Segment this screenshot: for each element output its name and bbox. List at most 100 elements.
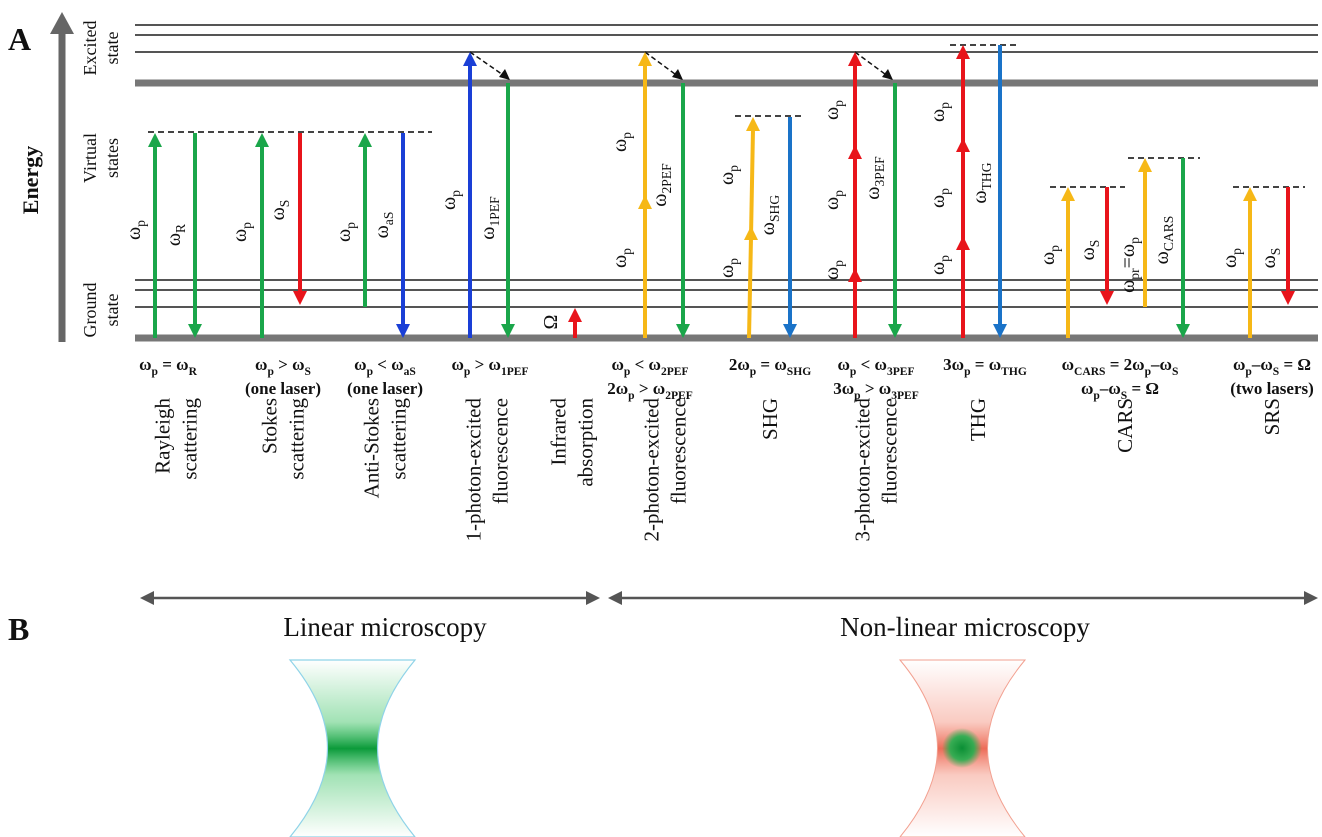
- subscript: pr: [1127, 268, 1142, 280]
- condition: ωp–ωS = Ω: [1233, 355, 1311, 378]
- subscript: 2PEF: [661, 365, 689, 378]
- subscript: p: [831, 190, 846, 197]
- formula-part: ω: [163, 233, 185, 246]
- formula-part: ω: [649, 194, 671, 207]
- arrow-label: ωS: [267, 200, 292, 221]
- arrowhead: [1281, 291, 1295, 305]
- arrow-label: ωp: [229, 222, 254, 242]
- formula-part: ω: [1081, 379, 1093, 398]
- arrow-label: ωp: [1037, 245, 1062, 265]
- subscript: p: [1047, 245, 1062, 252]
- subscript: CARS: [1074, 365, 1105, 378]
- condition: ωp = ωR: [139, 355, 197, 378]
- arrow-label: ωp: [716, 258, 741, 278]
- formula-part: > ω: [274, 355, 305, 374]
- arrow-label: ωaS: [371, 212, 396, 239]
- formula-part: < ω: [373, 355, 404, 374]
- subscript: p: [1127, 237, 1142, 244]
- formula-part: (two lasers): [1230, 379, 1314, 398]
- formula-part: ω: [821, 267, 843, 280]
- level-label: Excited: [80, 21, 100, 76]
- subscript: S: [305, 365, 311, 378]
- figure: ABEnergyExcitedstateVirtualstatesGrounds…: [0, 0, 1322, 837]
- arrow-label: ωp: [609, 248, 634, 268]
- subscript: THG: [1001, 365, 1027, 378]
- subscript: p: [343, 222, 358, 229]
- arrowhead: [746, 117, 760, 131]
- process-name: Anti-Stokes: [360, 398, 384, 498]
- level-label: Ground: [80, 283, 100, 338]
- formula-part: ω: [609, 139, 631, 152]
- formula-part: 3ω: [943, 355, 964, 374]
- formula-part: ω: [821, 107, 843, 120]
- subscript: p: [937, 188, 952, 195]
- process-name: Stokes: [258, 398, 282, 454]
- arrow-label: ωp: [927, 255, 952, 275]
- process-name: absorption: [574, 398, 598, 487]
- arrow-label: ωR: [163, 223, 188, 246]
- condition: (two lasers): [1230, 379, 1314, 398]
- subscript: p: [239, 222, 254, 229]
- arrow-label: ωp: [123, 220, 148, 240]
- subscript: p: [1229, 248, 1244, 255]
- subscript: p: [726, 165, 741, 172]
- subscript: S: [1087, 240, 1102, 248]
- level-label: state: [102, 32, 122, 65]
- formula-part: ω: [927, 195, 949, 208]
- process-name: THG: [966, 398, 990, 441]
- subscript: p: [619, 132, 634, 139]
- regime-head: [608, 591, 622, 605]
- formula-part: = ω: [971, 355, 1002, 374]
- subscript: 3PEF: [872, 156, 887, 187]
- arrow-label: ωTHG: [969, 162, 994, 203]
- condition: ωp < ω2PEF: [611, 355, 688, 378]
- regime-label: Non-linear microscopy: [840, 612, 1090, 642]
- arrowhead: [1243, 187, 1257, 201]
- arrow-label: ωp: [609, 132, 634, 152]
- arrowhead: [568, 308, 582, 322]
- formula-part: –ω: [1150, 355, 1172, 374]
- arrow-label: ωp: [927, 102, 952, 122]
- formula-part: = ω: [158, 355, 189, 374]
- subscript: 1PEF: [501, 365, 529, 378]
- energy-label: Energy: [18, 146, 43, 214]
- formula-part: ω: [267, 207, 289, 220]
- arrow-label: ωCARS: [1151, 216, 1176, 265]
- arrow-label: ωp: [333, 222, 358, 242]
- arrowhead: [148, 133, 162, 147]
- subscript: p: [831, 100, 846, 107]
- relaxation-head: [882, 69, 893, 80]
- formula-part: (one laser): [347, 379, 423, 398]
- formula-part: ω: [139, 355, 151, 374]
- process-name: fluorescence: [489, 398, 513, 504]
- subscript: SHG: [787, 365, 811, 378]
- formula-part: –ω: [1099, 379, 1121, 398]
- condition: (one laser): [347, 379, 423, 398]
- formula-part: > ω: [635, 379, 666, 398]
- body: ABEnergyExcitedstateVirtualstatesGrounds…: [0, 0, 1322, 837]
- process-name: fluorescence: [878, 398, 902, 504]
- regime-head: [1304, 591, 1318, 605]
- subscript: aS: [404, 365, 416, 378]
- arrow-label: ω2PEF: [649, 163, 674, 207]
- formula-part: ω: [1077, 247, 1099, 260]
- arrow-label: ωp: [1219, 248, 1244, 268]
- process-name: SHG: [758, 398, 782, 440]
- formula-part: > ω: [470, 355, 501, 374]
- formula-part: ω: [371, 225, 393, 238]
- relaxation-head: [672, 69, 683, 80]
- formula-part: Ω: [540, 315, 562, 330]
- arrow-label: ωp: [821, 190, 846, 210]
- arrowhead: [1061, 187, 1075, 201]
- condition: ωp > ω1PEF: [451, 355, 528, 378]
- formula-part: < ω: [856, 355, 887, 374]
- subscript: CARS: [1161, 216, 1176, 252]
- energy-arrowhead: [50, 12, 74, 34]
- formula-part: = 2ω: [1105, 355, 1144, 374]
- formula-part: ω: [1219, 255, 1241, 268]
- formula-part: –ω: [1251, 355, 1273, 374]
- process-name: 1-photon-excited: [462, 398, 486, 542]
- arrowhead: [255, 133, 269, 147]
- level-label: state: [102, 294, 122, 327]
